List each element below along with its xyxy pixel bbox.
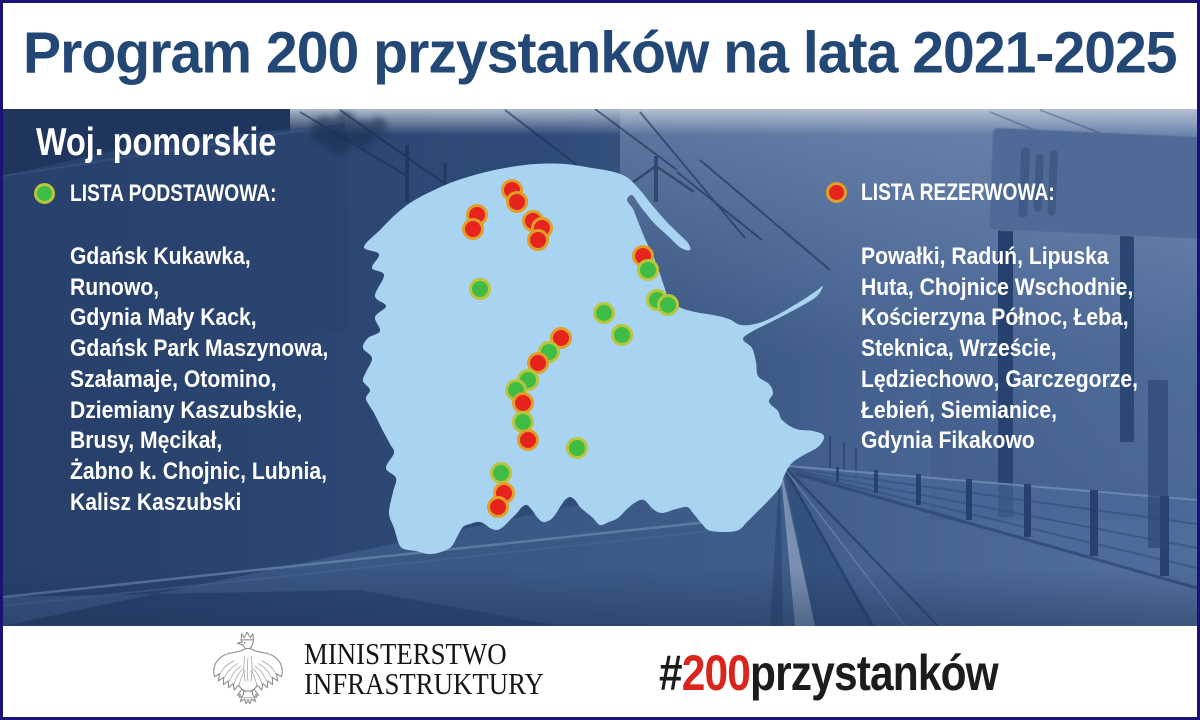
footer-band: MINISTERSTWO INFRASTRUKTURY #200przystan…: [3, 626, 1197, 717]
reserve-station-marker: [517, 429, 539, 451]
primary-station-marker: [637, 259, 659, 281]
station-list-line: Łebień, Siemianice,: [861, 396, 1058, 424]
main-area: Woj. pomorskie LISTA PODSTAWOWA: Gdańsk …: [3, 109, 1197, 626]
station-list-line: Gdańsk Park Maszynowa,: [70, 335, 329, 363]
ministry-line1: MINISTERSTWO: [304, 636, 507, 671]
primary-station-marker: [566, 437, 588, 459]
station-list-line: Runowo,: [70, 273, 160, 301]
photo-roof-edge: [3, 123, 346, 177]
primary-station-marker: [469, 278, 491, 300]
station-list-line: Gdynia Fikakowo: [861, 427, 1035, 455]
legend-primary-label: LISTA PODSTAWOWA:: [70, 180, 277, 207]
reserve-station-marker: [506, 191, 528, 213]
primary-station-marker: [593, 302, 615, 324]
pomorskie-map-shape: [362, 163, 825, 555]
ministry-logo-text: MINISTERSTWO INFRASTRUKTURY: [304, 636, 544, 701]
reserve-station-marker: [527, 229, 549, 251]
station-list-line: Steknica, Wrzeście,: [861, 335, 1057, 363]
background-and-map-graphic: [3, 109, 1197, 626]
page-title: Program 200 przystanków na lata 2021-202…: [23, 20, 1178, 86]
legend-reserve-label: LISTA REZERWOWA:: [861, 179, 1055, 206]
station-list-line: Brusy, Męcikał,: [70, 427, 223, 455]
reserve-list-marker-icon: [826, 182, 847, 203]
region-title: Woj. pomorskie: [36, 121, 277, 164]
station-list-line: Szałamaje, Otomino,: [70, 365, 277, 393]
primary-station-marker: [657, 294, 679, 316]
station-list-line: Żabno k. Chojnic, Lubnia,: [70, 457, 327, 485]
station-list-line: Kościerzyna Północ, Łeba,: [861, 304, 1129, 332]
poland-eagle-emblem-icon: [213, 631, 283, 705]
photo-fence: [787, 380, 1197, 590]
photo-building-wall: [3, 124, 350, 390]
station-list-line: Dziemiany Kaszubskie,: [70, 396, 303, 424]
reserve-station-marker: [462, 218, 484, 240]
station-list-line: Lędziechowo, Garczegorze,: [861, 365, 1138, 393]
photo-bottom-shade: [3, 570, 1197, 626]
reserve-station-list: Powałki, Raduń, Lipuska Huta, Chojnice Ws…: [861, 242, 1138, 457]
reserve-station-marker: [487, 496, 509, 518]
station-list-line: Gdańsk Kukawka,: [70, 243, 251, 270]
primary-station-marker: [512, 411, 534, 433]
map-markers: [462, 179, 679, 518]
ministry-line2: INFRASTRUKTURY: [304, 666, 544, 701]
reserve-station-marker: [550, 327, 572, 349]
header-band: Program 200 przystanków na lata 2021-202…: [3, 3, 1197, 109]
primary-station-marker: [611, 324, 633, 346]
campaign-hashtag: #200przystanków: [659, 644, 999, 702]
station-list-line: Huta, Chojnice Wschodnie,: [861, 273, 1134, 301]
photo-roofline: [3, 109, 345, 176]
primary-station-marker: [490, 462, 512, 484]
reserve-station-marker: [512, 392, 534, 414]
hashtag-label: przystanków: [750, 645, 999, 701]
primary-list-marker-icon: [34, 183, 55, 204]
reserve-station-marker: [527, 352, 549, 374]
hashtag-number: 200: [681, 645, 751, 701]
hashtag-hash: #: [659, 645, 683, 701]
station-list-line: Kalisz Kaszubski: [70, 488, 242, 516]
station-list-line: Powałki, Raduń, Lipuska: [861, 243, 1109, 270]
station-list-line: Gdynia Mały Kack,: [70, 304, 257, 332]
primary-station-list: Gdańsk Kukawka, Runowo, Gdynia Mały Kack, G…: [70, 242, 328, 518]
